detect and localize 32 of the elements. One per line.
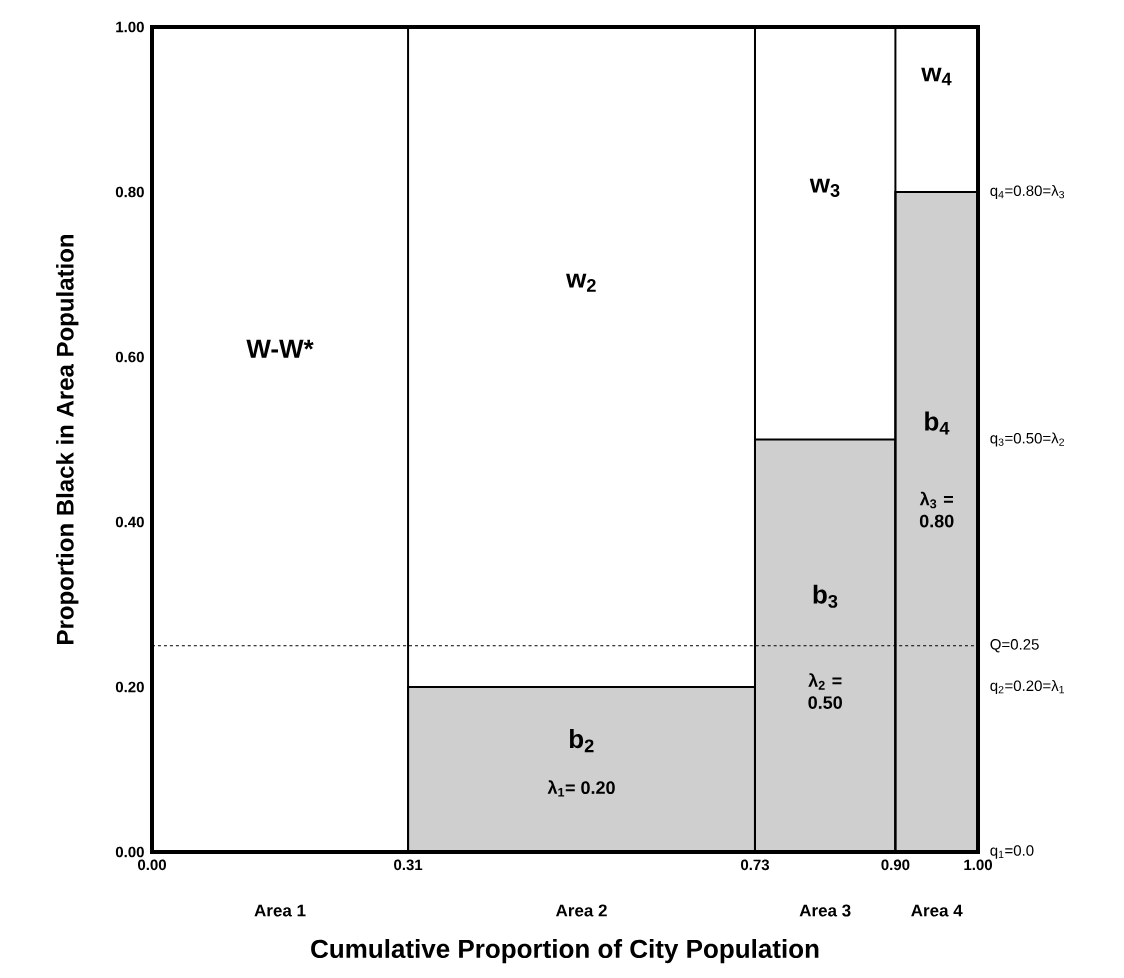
text: q$_{4}$=0.80=λ$_{3}$ xyxy=(990,185,1065,199)
text: Area 1 xyxy=(254,904,306,917)
y-tick-label: 0.60 xyxy=(115,351,144,363)
annotation: w$_{2}$ xyxy=(566,273,596,292)
y-tick-label: 0.00 xyxy=(115,846,144,858)
text: q$_{2}$=0.20=λ$_{1}$ xyxy=(990,680,1065,694)
annotation: λ$_{1}$= 0.20 xyxy=(547,780,615,797)
y-tick-label: 0.20 xyxy=(115,681,144,693)
text: Area 2 xyxy=(555,904,607,917)
ref-line-label: Q=0.25 xyxy=(990,639,1039,653)
x-tick-label: 1.00 xyxy=(964,859,992,871)
x-tick-label: 0.90 xyxy=(881,859,910,871)
text: q$_{1}$=0.0 xyxy=(990,845,1034,859)
x-tick-label: 0.31 xyxy=(394,859,423,871)
x-tick-label: 0.73 xyxy=(740,859,770,871)
annotation: b$_{4}$ xyxy=(925,411,950,435)
y-tick-label: 1.00 xyxy=(116,21,144,33)
annotation: w$_{3}$ xyxy=(809,178,840,197)
annotation: w$_{4}$ xyxy=(921,67,952,86)
annotation: W-W* xyxy=(246,339,314,358)
x-tick-label: 0.00 xyxy=(138,859,166,871)
text: Area 4 xyxy=(911,904,963,917)
y-tick-label: 0.40 xyxy=(115,516,144,528)
annotation: λ$_{3}$ = 0.80 xyxy=(919,491,954,528)
y-axis-title: Proportion Black in Area Population xyxy=(56,234,79,644)
annotation: b$_{3}$ xyxy=(813,584,838,608)
text: q$_{3}$=0.50=λ$_{2}$ xyxy=(990,432,1064,447)
y-tick-label: 0.80 xyxy=(115,186,144,198)
text: Area 3 xyxy=(799,904,851,917)
annotation: λ$_{2}$ = 0.50 xyxy=(808,673,842,709)
x-axis-title: Cumulative Proportion of City Population xyxy=(311,939,819,964)
annotation: b$_{2}$ xyxy=(569,729,594,753)
